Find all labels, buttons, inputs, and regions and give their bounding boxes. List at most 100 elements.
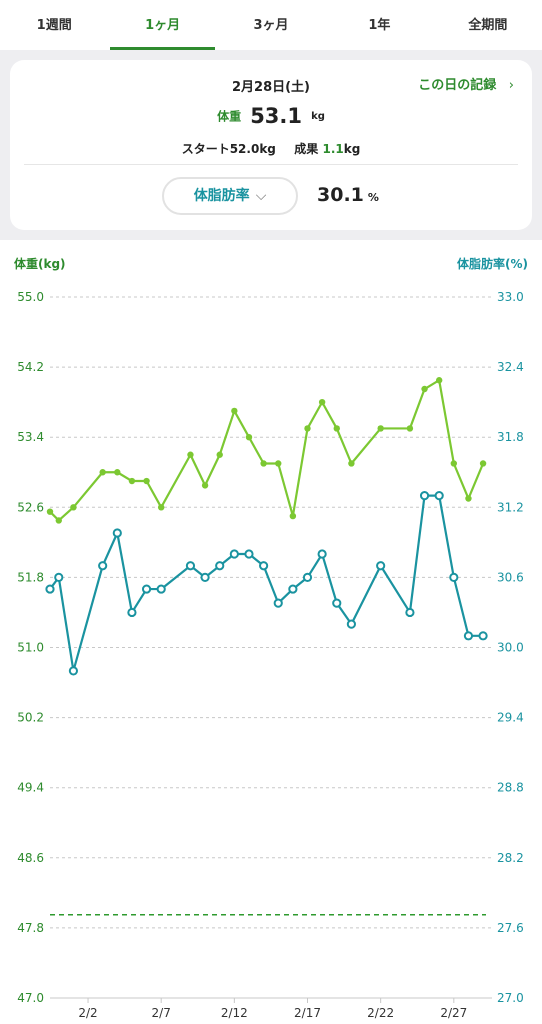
weight-point (157, 504, 165, 511)
weight-unit: kg (311, 110, 325, 122)
fat-point (419, 491, 430, 501)
tab-1-month[interactable]: 1ヶ月 (108, 0, 216, 50)
tab-3-months[interactable]: 3ヶ月 (253, 18, 289, 33)
weight-point (187, 451, 194, 458)
tab-all-time[interactable]: 全期間 (468, 18, 508, 33)
divider (24, 164, 518, 165)
fat-point (478, 631, 488, 641)
result-unit: kg (343, 142, 361, 156)
fat-point (54, 572, 64, 583)
left-tick-label: 51.8 (17, 570, 44, 584)
weight-line (49, 379, 485, 522)
fat-point (215, 561, 225, 571)
weight-point (465, 495, 472, 502)
weight-point (99, 469, 106, 476)
weight-point (377, 425, 384, 432)
x-tick-label: 2/17 (294, 1006, 321, 1020)
right-tick-label: 31.8 (497, 430, 524, 444)
weight-point (479, 460, 487, 467)
left-tick-label: 47.8 (17, 921, 44, 935)
right-axis-title: 体脂肪率(%) (457, 256, 528, 271)
tab-1-year[interactable]: 1年 (368, 18, 391, 33)
weight-label: 体重 (217, 109, 242, 124)
result-value: 1.1 (322, 142, 344, 156)
weight-point (128, 477, 136, 485)
metric-dropdown-label: 体脂肪率 (193, 188, 250, 204)
progress-row: スタート52.0kg 成果 1.1kg (10, 140, 532, 157)
right-tick-label: 32.4 (497, 360, 524, 374)
weight-point (201, 482, 209, 489)
start-label: スタート (181, 142, 230, 156)
weight-point (406, 425, 414, 432)
weight-point (260, 460, 267, 467)
weight-point (348, 460, 355, 467)
left-tick-label: 53.4 (17, 430, 44, 444)
weight-point (231, 407, 238, 415)
weight-point (114, 469, 121, 476)
fat-point (244, 549, 254, 559)
weight-point (46, 508, 54, 515)
start-unit: kg (259, 142, 276, 156)
fat-point (112, 528, 122, 538)
fat-point (156, 584, 166, 594)
weight-value: 53.1 (250, 104, 303, 128)
fat-point (259, 561, 269, 571)
tab-1-week[interactable]: 1週間 (36, 18, 72, 33)
right-tick-label: 27.6 (497, 921, 524, 935)
chevron-right-icon: › (508, 78, 514, 93)
fat-line (49, 494, 484, 672)
result-label: 成果 (294, 142, 319, 156)
fat-point (463, 631, 474, 641)
summary-card: 2月28日(土) この日の記録 › 体重 53.1 kg スタート52.0kg … (10, 60, 532, 230)
fat-point (98, 561, 108, 571)
weight-point (216, 451, 223, 458)
left-tick-label: 54.2 (17, 360, 44, 374)
fat-point (317, 549, 327, 559)
metric-value: 30.1 (317, 184, 364, 206)
weight-point (435, 377, 443, 384)
right-tick-label: 30.6 (497, 570, 524, 584)
right-tick-label: 27.0 (497, 991, 524, 1005)
left-axis-title: 体重(kg) (14, 256, 66, 271)
right-tick-label: 28.2 (497, 851, 524, 865)
x-tick-label: 2/2 (78, 1006, 97, 1020)
fat-point (200, 572, 210, 583)
weight-point (55, 517, 62, 524)
fat-point (405, 607, 415, 618)
left-tick-label: 51.0 (17, 641, 44, 655)
fat-point (449, 572, 459, 583)
weight-point (275, 460, 282, 467)
right-tick-label: 30.0 (497, 641, 524, 655)
x-tick-label: 2/22 (367, 1006, 394, 1020)
fat-point (68, 666, 79, 676)
x-tick-label: 2/7 (152, 1006, 171, 1020)
weight-row: 体重 53.1 kg (10, 104, 532, 128)
day-record-link[interactable]: この日の記録 › (418, 74, 514, 93)
period-tabs: 1週間 1ヶ月 3ヶ月 1年 全期間 (0, 0, 542, 50)
right-tick-label: 33.0 (497, 290, 524, 304)
weight-point (318, 398, 326, 406)
metric-dropdown[interactable]: 体脂肪率 ⌵ (162, 177, 298, 215)
weight-point (450, 460, 458, 467)
day-record-link-label: この日の記録 (418, 78, 497, 93)
x-tick-label: 2/27 (440, 1006, 467, 1020)
weight-point (304, 425, 311, 432)
left-tick-label: 47.0 (17, 991, 44, 1005)
weight-point (421, 385, 428, 393)
right-tick-label: 31.2 (497, 500, 524, 514)
left-tick-label: 50.2 (17, 711, 44, 725)
fat-point (376, 561, 386, 571)
fat-point (45, 584, 55, 594)
fat-point (302, 572, 313, 583)
weight-point (143, 477, 150, 485)
fat-point (273, 598, 283, 608)
left-tick-label: 55.0 (17, 290, 44, 304)
fat-point (127, 607, 137, 618)
left-tick-label: 49.4 (17, 781, 44, 795)
fat-point (141, 584, 152, 594)
fat-point (185, 561, 196, 571)
fat-point (346, 619, 356, 629)
metric-unit: % (367, 191, 379, 204)
fat-point (288, 584, 298, 594)
